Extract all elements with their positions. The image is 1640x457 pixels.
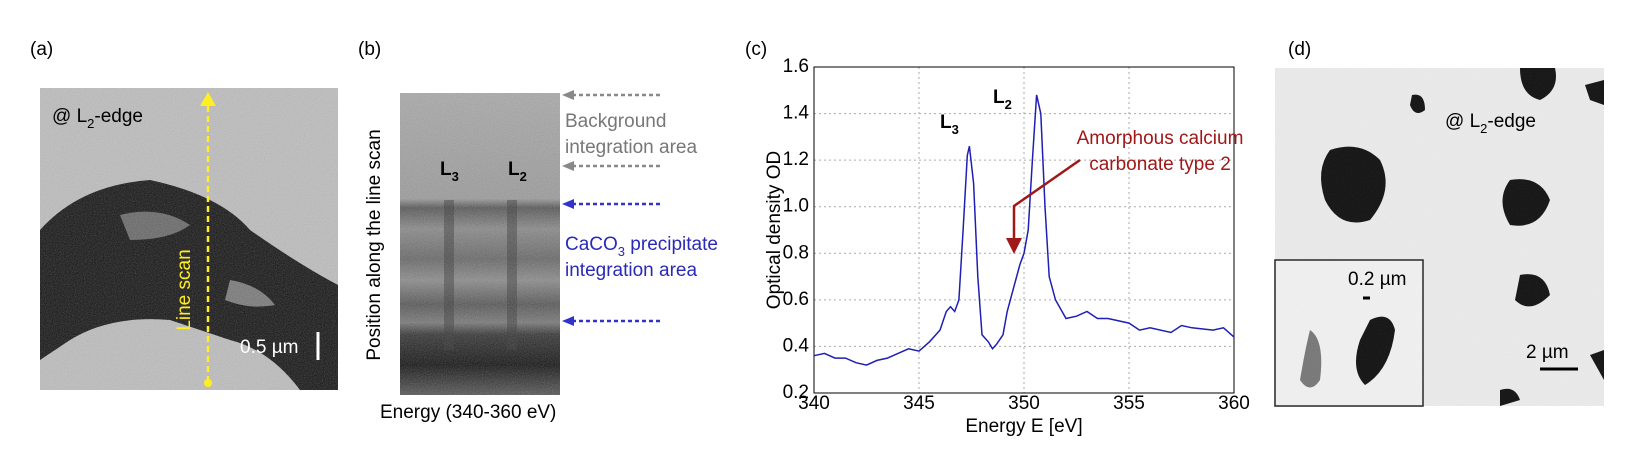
peak-label: L3 [440, 159, 459, 184]
y-tick-label: 1.2 [783, 149, 809, 170]
panel-b-image [400, 90, 660, 395]
chart: 340 345 350 355 360 0.2 0.4 0.6 0.8 1.0 1.2 1.4 1.6 [783, 56, 1250, 414]
y-tick-label: 1.4 [783, 103, 810, 124]
peak-label-main: L [993, 87, 1005, 108]
peak-label-main: L [440, 159, 452, 180]
edge-label-main: @ L [52, 106, 87, 127]
arrow-note: Amorphous calcium [1077, 128, 1244, 149]
peak-label: L3 [940, 112, 959, 137]
arrow-note: carbonate type 2 [1089, 154, 1231, 175]
panel-label: (c) [745, 39, 767, 60]
peak-label: L2 [508, 159, 527, 184]
y-tick-label: 1.0 [783, 196, 809, 217]
x-tick-label: 360 [1218, 393, 1250, 414]
peak-label-main: L [940, 112, 952, 133]
edge-label-main: @ L [1445, 111, 1480, 132]
precipitate-label-main: CaCO [565, 234, 618, 255]
peak-label-sub: 3 [952, 122, 959, 137]
y-tick-label: 0.8 [783, 242, 809, 263]
edge-label: @ L2-edge [1445, 111, 1536, 136]
annotation-arrow [1012, 158, 1081, 240]
background-label: Background [565, 111, 666, 132]
line-scan-label: Line scan [174, 249, 195, 330]
panel-label: (d) [1288, 39, 1311, 60]
y-tick-label: 0.2 [783, 382, 809, 403]
annotation-arrowhead [1006, 238, 1022, 254]
y-axis-label: Position along the line scan [364, 129, 385, 360]
x-tick-label: 350 [1008, 393, 1040, 414]
precipitate-label: integration area [565, 260, 697, 281]
scale-bar-label: 0.5 µm [240, 337, 298, 358]
plot-frame [813, 66, 1235, 394]
edge-label-rest: -edge [94, 106, 143, 127]
precipitate-label: CaCO3 precipitate [565, 234, 718, 259]
y-tick-label: 0.4 [783, 335, 810, 356]
x-axis-label: Energy (340-360 eV) [380, 402, 556, 423]
edge-label-rest: -edge [1487, 111, 1536, 132]
scale-bar-label: 2 µm [1526, 342, 1569, 363]
edge-label-sub: 2 [1480, 121, 1487, 136]
peak-label-sub: 2 [520, 169, 527, 184]
inset-scale-label: 0.2 µm [1348, 269, 1406, 290]
peak-label-sub: 3 [452, 169, 459, 184]
panel-label: (b) [358, 39, 381, 60]
edge-label: @ L2-edge [52, 106, 143, 131]
x-axis-label: Energy E [eV] [965, 416, 1082, 437]
panel-a-image [40, 88, 338, 390]
precipitate-label-main: integration area [565, 260, 697, 281]
panel-label: (a) [30, 39, 53, 60]
panel-d-image [1274, 68, 1604, 407]
y-tick-label: 1.6 [783, 56, 809, 77]
data-line [813, 94, 1235, 366]
peak-label-main: L [508, 159, 520, 180]
background-label: integration area [565, 137, 697, 158]
peak-label-sub: 2 [1005, 97, 1012, 112]
precipitate-label-rest: precipitate [625, 234, 718, 255]
peak-label: L2 [993, 87, 1012, 112]
edge-label-sub: 2 [87, 116, 94, 131]
precipitate-label-sub: 3 [618, 244, 625, 259]
y-axis-label: Optical density OD [764, 151, 785, 309]
x-tick-label: 355 [1113, 393, 1145, 414]
y-tick-label: 0.6 [783, 289, 809, 310]
x-tick-label: 345 [903, 393, 935, 414]
x-tick-label: 340 [798, 393, 830, 414]
